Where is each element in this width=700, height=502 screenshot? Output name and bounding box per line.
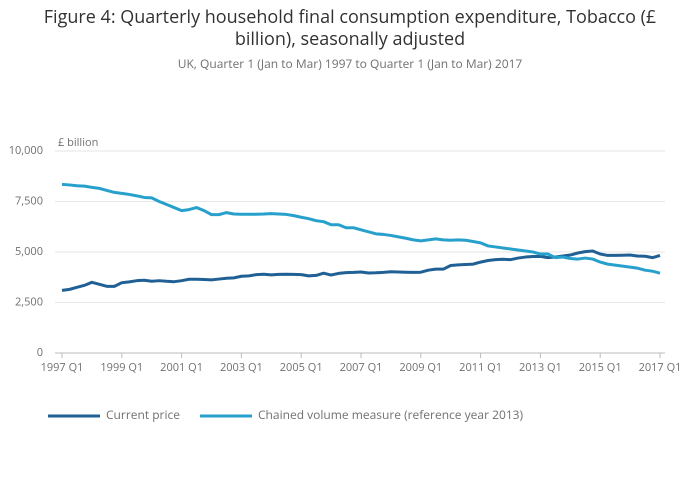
y-axis-label: £ billion	[58, 135, 98, 150]
y-tick-label: 5,000	[15, 244, 43, 259]
y-tick-label: 2,500	[15, 294, 43, 309]
x-tick-label: 2009 Q1	[399, 360, 442, 375]
x-tick-label: 2013 Q1	[519, 360, 562, 375]
x-tick-label: 2007 Q1	[340, 360, 383, 375]
chart-subtitle: UK, Quarter 1 (Jan to Mar) 1997 to Quart…	[178, 55, 523, 72]
chart-title: billion), seasonally adjusted	[235, 27, 465, 51]
chart-title: Figure 4: Quarterly household final cons…	[44, 5, 656, 29]
series-line	[61, 249, 661, 292]
x-tick-label: 2017 Q1	[639, 360, 682, 375]
y-tick-label: 7,500	[15, 193, 43, 208]
x-tick-label: 2011 Q1	[459, 360, 502, 375]
x-tick-label: 2005 Q1	[280, 360, 323, 375]
legend-label: Chained volume measure (reference year 2…	[258, 406, 524, 423]
x-tick-label: 2015 Q1	[579, 360, 622, 375]
legend-label: Current price	[106, 406, 180, 423]
x-tick-label: 2001 Q1	[160, 360, 203, 375]
x-tick-label: 1999 Q1	[100, 360, 143, 375]
y-tick-label: 10,000	[9, 143, 43, 158]
series-line	[61, 182, 661, 275]
y-tick-label: 0	[37, 345, 43, 360]
x-tick-label: 2003 Q1	[220, 360, 263, 375]
x-tick-label: 1997 Q1	[41, 360, 84, 375]
